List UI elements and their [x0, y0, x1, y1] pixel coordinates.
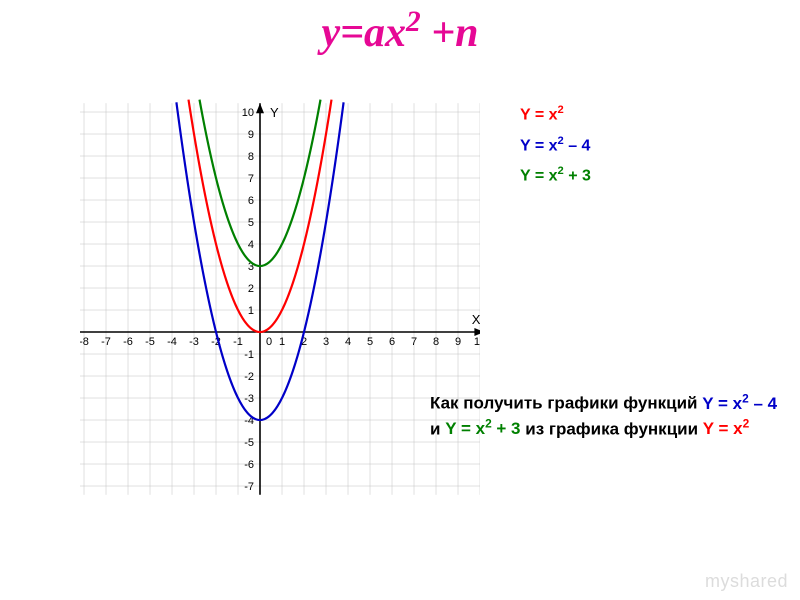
svg-text:-8: -8 [80, 336, 89, 348]
svg-text:9: 9 [455, 336, 461, 348]
svg-text:7: 7 [248, 173, 254, 185]
svg-text:-7: -7 [101, 336, 111, 348]
title-text: y=ax2 +n [321, 10, 478, 56]
question-text: Как получить графики функций Y = x2 – 4 … [430, 390, 780, 441]
svg-text:6: 6 [389, 336, 395, 348]
svg-text:1: 1 [279, 336, 285, 348]
svg-text:10: 10 [242, 107, 254, 119]
svg-text:10: 10 [474, 336, 480, 348]
svg-text:Y: Y [270, 105, 279, 120]
svg-text:-1: -1 [233, 336, 243, 348]
svg-text:4: 4 [248, 239, 254, 251]
svg-text:-4: -4 [167, 336, 177, 348]
page-title: y=ax2 +n [0, 6, 800, 57]
legend: Y = x2Y = x2 – 4Y = x2 + 3 [520, 100, 591, 192]
svg-text:8: 8 [433, 336, 439, 348]
svg-text:-6: -6 [123, 336, 133, 348]
svg-text:3: 3 [323, 336, 329, 348]
svg-text:-2: -2 [244, 371, 254, 383]
svg-text:5: 5 [367, 336, 373, 348]
svg-text:-1: -1 [244, 349, 254, 361]
svg-text:5: 5 [248, 217, 254, 229]
legend-item: Y = x2 – 4 [520, 131, 591, 162]
svg-text:2: 2 [248, 283, 254, 295]
svg-text:-7: -7 [244, 481, 254, 493]
svg-text:6: 6 [248, 195, 254, 207]
legend-item: Y = x2 + 3 [520, 161, 591, 192]
svg-text:1: 1 [248, 305, 254, 317]
chart-container: -8-7-6-5-4-3-2-112345678910-7-6-5-4-3-2-… [80, 70, 480, 530]
svg-text:9: 9 [248, 129, 254, 141]
svg-text:-5: -5 [145, 336, 155, 348]
svg-text:8: 8 [248, 151, 254, 163]
watermark: myshared [705, 571, 788, 592]
legend-item: Y = x2 [520, 100, 591, 131]
svg-text:-6: -6 [244, 459, 254, 471]
svg-text:-3: -3 [189, 336, 199, 348]
svg-text:-5: -5 [244, 437, 254, 449]
parabola-chart: -8-7-6-5-4-3-2-112345678910-7-6-5-4-3-2-… [80, 70, 480, 530]
svg-text:7: 7 [411, 336, 417, 348]
svg-text:X: X [472, 312, 480, 327]
svg-text:-3: -3 [244, 393, 254, 405]
svg-text:0: 0 [266, 336, 272, 348]
svg-text:4: 4 [345, 336, 351, 348]
